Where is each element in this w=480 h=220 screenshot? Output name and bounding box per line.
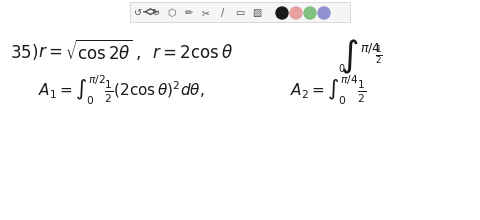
Text: $35)$: $35)$ <box>10 42 38 62</box>
Text: ▭: ▭ <box>235 8 245 18</box>
Bar <box>130 2 350 22</box>
Circle shape <box>276 7 288 19</box>
Text: $,\;\; r = 2\cos\theta$: $,\;\; r = 2\cos\theta$ <box>135 42 233 62</box>
Text: $0$: $0$ <box>338 62 346 74</box>
Text: ↺: ↺ <box>134 8 142 18</box>
Circle shape <box>304 7 316 19</box>
Text: ⬡: ⬡ <box>168 8 176 18</box>
Text: $A_2 = \int_0^{\pi/4} \frac{1}{2}$: $A_2 = \int_0^{\pi/4} \frac{1}{2}$ <box>290 73 366 107</box>
Circle shape <box>290 7 302 19</box>
Text: ✏: ✏ <box>185 8 193 18</box>
Text: ▨: ▨ <box>252 8 262 18</box>
Text: $\sqrt{\cos 2\theta}$: $\sqrt{\cos 2\theta}$ <box>65 40 133 64</box>
Text: ✂: ✂ <box>202 8 210 18</box>
Text: $\pi/4$: $\pi/4$ <box>360 41 381 55</box>
Text: $\frac{1}{2}$: $\frac{1}{2}$ <box>375 44 383 66</box>
Circle shape <box>318 7 330 19</box>
Text: $r =$: $r =$ <box>38 43 62 61</box>
Text: $A_1 = \int_0^{\pi/2} \frac{1}{2}(2\cos\theta)^2 d\theta ,$: $A_1 = \int_0^{\pi/2} \frac{1}{2}(2\cos\… <box>38 73 204 107</box>
Text: ↻: ↻ <box>151 8 159 18</box>
Text: $\int$: $\int$ <box>340 38 359 76</box>
Text: /: / <box>221 8 225 18</box>
